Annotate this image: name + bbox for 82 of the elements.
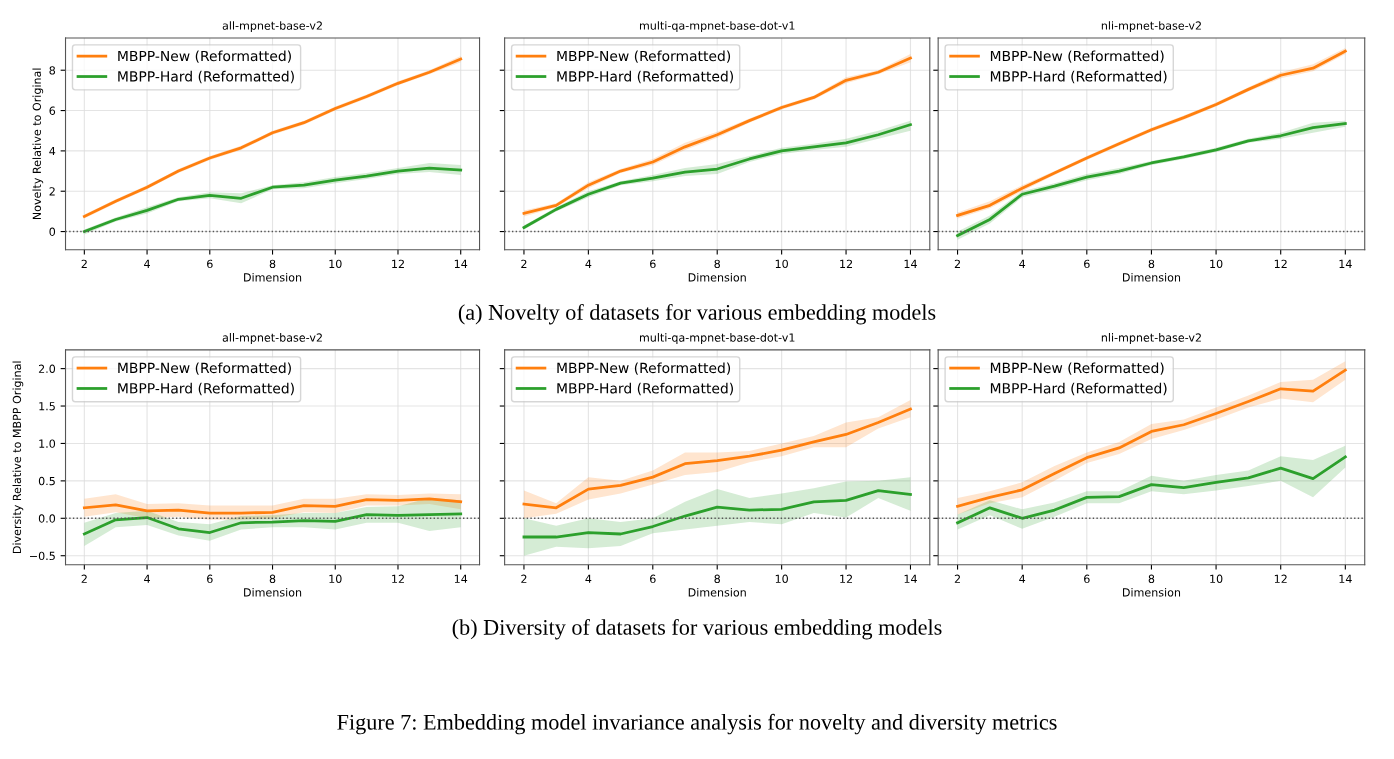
x-tick-label: 8 bbox=[269, 574, 276, 584]
legend-label: MBPP-Hard (Reformatted) bbox=[990, 382, 1167, 396]
x-tick-label: 2 bbox=[954, 574, 960, 583]
y-tick-label: 6 bbox=[49, 106, 56, 115]
legend-label: MBPP-New (Reformatted) bbox=[990, 50, 1164, 63]
y-tick-label: 8 bbox=[49, 66, 56, 75]
x-tick-label: 14 bbox=[1339, 259, 1352, 268]
y-tick-label: 1.5 bbox=[39, 402, 55, 411]
x-tick-label: 10 bbox=[775, 259, 788, 269]
x-tick-label: 14 bbox=[904, 574, 917, 583]
x-tick-label: 8 bbox=[714, 259, 720, 269]
legend-label: MBPP-New (Reformatted) bbox=[118, 362, 291, 375]
x-tick-label: 4 bbox=[1019, 574, 1026, 583]
x-tick-label: 8 bbox=[1148, 259, 1155, 269]
x-axis-title: Dimension bbox=[688, 272, 746, 282]
x-tick-label: 2 bbox=[81, 259, 87, 268]
x-tick-label: 6 bbox=[650, 574, 656, 584]
chart-title: multi-qa-mpnet-base-dot-v1 bbox=[639, 21, 795, 32]
legend-label: MBPP-Hard (Reformatted) bbox=[557, 70, 733, 84]
x-tick-label: 4 bbox=[585, 259, 592, 268]
y-tick-label: 1.0 bbox=[39, 439, 56, 448]
x-tick-label: 10 bbox=[329, 259, 342, 269]
x-tick-label: 4 bbox=[1019, 259, 1026, 268]
y-tick-label: 0 bbox=[49, 227, 56, 236]
text: (b) Diversity of datasets for various embedding models bbox=[452, 618, 942, 640]
x-tick-label: 12 bbox=[1274, 259, 1287, 268]
x-tick-label: 12 bbox=[840, 574, 853, 583]
x-tick-label: 2 bbox=[81, 574, 87, 583]
legend-label: MBPP-New (Reformatted) bbox=[990, 362, 1164, 375]
x-tick-label: 12 bbox=[840, 259, 853, 268]
x-tick-label: 10 bbox=[1210, 259, 1223, 269]
x-tick-label: 12 bbox=[392, 259, 404, 268]
x-axis-title: Dimension bbox=[688, 587, 746, 597]
x-tick-label: 4 bbox=[585, 574, 592, 583]
chart-title: nli-mpnet-base-v2 bbox=[1101, 21, 1201, 32]
x-axis-title: Dimension bbox=[244, 587, 302, 597]
x-tick-label: 6 bbox=[1084, 574, 1090, 584]
chart-title: all-mpnet-base-v2 bbox=[222, 21, 322, 32]
x-tick-label: 14 bbox=[1339, 574, 1352, 583]
x-tick-label: 8 bbox=[1148, 574, 1155, 584]
x-tick-label: 6 bbox=[207, 574, 213, 584]
legend-label: MBPP-Hard (Reformatted) bbox=[118, 382, 294, 396]
y-tick-label: 0.5 bbox=[38, 476, 55, 486]
x-tick-label: 8 bbox=[714, 574, 720, 584]
y-axis-title: Novelty Relative to Original bbox=[32, 68, 44, 220]
x-tick-label: 12 bbox=[1274, 574, 1287, 583]
x-tick-label: 10 bbox=[775, 574, 788, 584]
x-tick-label: 10 bbox=[1210, 574, 1223, 584]
x-axis-title: Dimension bbox=[1123, 272, 1181, 282]
x-tick-label: 4 bbox=[144, 574, 150, 583]
y-tick-label: 2 bbox=[49, 187, 55, 196]
x-tick-label: 8 bbox=[269, 259, 276, 269]
chart-title: multi-qa-mpnet-base-dot-v1 bbox=[639, 333, 795, 344]
legend-label: MBPP-Hard (Reformatted) bbox=[990, 70, 1167, 84]
text: (a) Novelty of datasets for various embedding models bbox=[458, 304, 936, 325]
caption: Figure 7: Embedding model invariance analysis for novelty and diversity metrics bbox=[337, 713, 1057, 735]
x-tick-label: 6 bbox=[207, 259, 213, 269]
y-axis-title: Diversity Relative to MBPP Original bbox=[12, 361, 24, 554]
chart-title: nli-mpnet-base-v2 bbox=[1101, 333, 1201, 344]
x-tick-label: 14 bbox=[454, 574, 468, 583]
legend-label: MBPP-New (Reformatted) bbox=[557, 362, 731, 375]
x-tick-label: 14 bbox=[904, 259, 917, 268]
y-tick-label: −0.5 bbox=[29, 551, 55, 561]
x-axis-title: Dimension bbox=[1123, 587, 1181, 597]
x-tick-label: 2 bbox=[521, 574, 527, 583]
chart-title: all-mpnet-base-v2 bbox=[222, 333, 322, 344]
x-tick-label: 4 bbox=[144, 259, 150, 268]
x-tick-label: 2 bbox=[521, 259, 527, 268]
y-tick-label: 2.0 bbox=[38, 364, 56, 373]
x-axis-title: Dimension bbox=[244, 272, 302, 282]
x-tick-label: 14 bbox=[454, 259, 468, 268]
x-tick-label: 6 bbox=[650, 259, 656, 269]
legend-label: MBPP-Hard (Reformatted) bbox=[557, 382, 733, 396]
x-tick-label: 6 bbox=[1084, 259, 1090, 269]
legend-label: MBPP-Hard (Reformatted) bbox=[118, 70, 294, 84]
y-tick-label: 4 bbox=[49, 147, 56, 156]
x-tick-label: 2 bbox=[954, 259, 960, 268]
y-tick-label: 0.0 bbox=[38, 514, 56, 523]
x-tick-label: 10 bbox=[329, 574, 342, 584]
legend-label: MBPP-New (Reformatted) bbox=[118, 50, 291, 63]
x-tick-label: 12 bbox=[392, 574, 404, 583]
legend-label: MBPP-New (Reformatted) bbox=[557, 50, 731, 63]
